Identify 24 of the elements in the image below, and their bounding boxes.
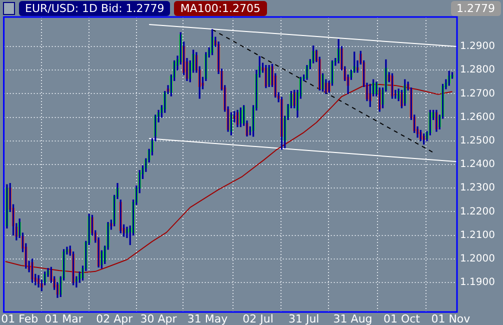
chart-title: EUR/USD: 1D Bid: 1.2779 xyxy=(19,1,170,16)
x-tick-label: 30 Apr xyxy=(140,312,178,325)
y-tick-label: 1.2300 xyxy=(460,182,495,194)
y-tick-label: 1.2200 xyxy=(460,206,495,218)
text: MA100:1.2705 xyxy=(174,1,267,16)
x-tick-label: 02 Jul xyxy=(242,312,274,325)
y-tick-label: 1.2000 xyxy=(460,253,495,264)
x-tick-label: 01 Oct xyxy=(383,312,421,325)
x-tick-label: 01 Feb xyxy=(1,312,38,325)
x-tick-label: 02 Apr xyxy=(96,312,134,325)
text: 1.2779 xyxy=(450,1,501,16)
x-tick-label: 01 Mar xyxy=(44,312,84,325)
y-tick-label: 1.2700 xyxy=(460,88,495,100)
y-tick-label: 1.2800 xyxy=(460,64,495,76)
y-tick-label: 1.1900 xyxy=(460,277,495,288)
x-tick-label: 31 May xyxy=(187,312,228,325)
y-tick-label: 1.2100 xyxy=(460,230,495,241)
y-tick-label: 1.2500 xyxy=(460,135,495,146)
x-tick-label: 31 Jul xyxy=(288,312,320,325)
y-tick-label: 1.2900 xyxy=(460,41,495,52)
y-tick-label: 1.2600 xyxy=(460,112,495,123)
x-tick-label: 31 Aug xyxy=(333,312,372,325)
x-tick-label: 01 Nov xyxy=(431,312,471,325)
y-tick-label: 1.2400 xyxy=(460,159,495,170)
